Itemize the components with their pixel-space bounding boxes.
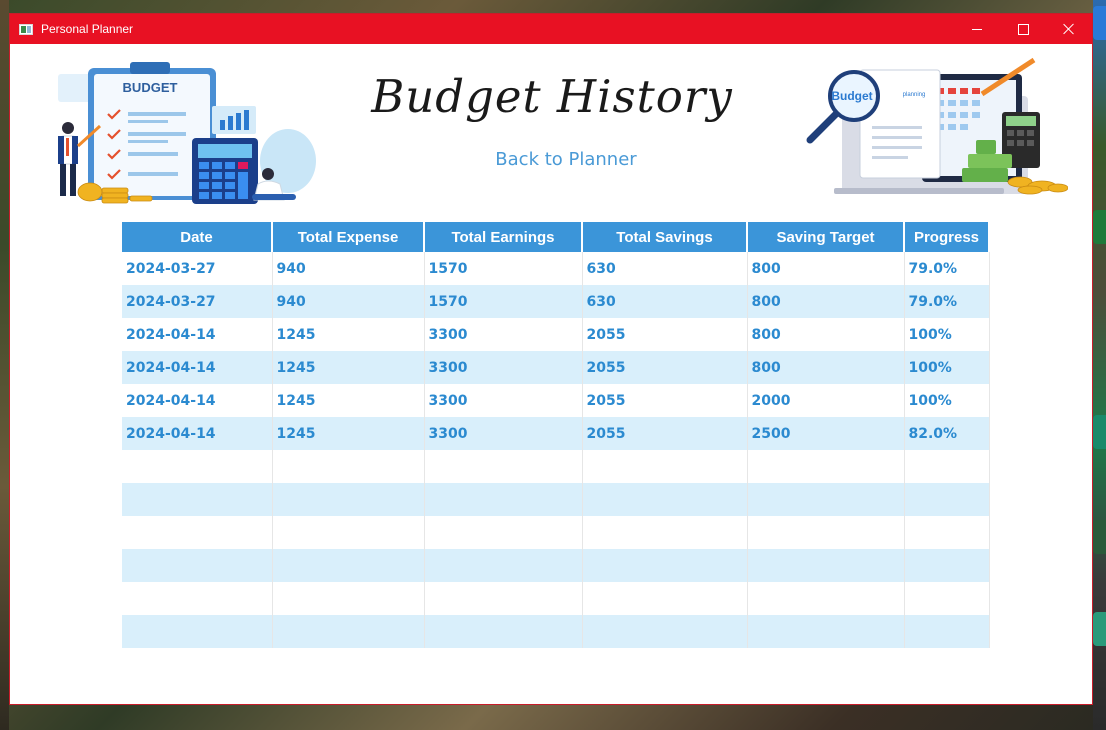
back-to-planner-link[interactable]: Back to Planner xyxy=(495,149,637,170)
cell-total-savings: 2055 xyxy=(582,351,748,384)
column-header-saving-target[interactable]: Saving Target xyxy=(747,222,905,252)
close-button[interactable] xyxy=(1046,14,1092,44)
cell-total-expense: 1245 xyxy=(272,351,425,384)
column-header-date[interactable]: Date xyxy=(122,222,273,252)
column-header-total-earnings[interactable]: Total Earnings xyxy=(424,222,583,252)
cell-total-earnings: 3300 xyxy=(424,351,583,384)
window-title: Personal Planner xyxy=(41,22,134,36)
cell-total-savings: 2055 xyxy=(582,384,748,417)
cell-date: 2024-03-27 xyxy=(122,252,273,285)
cell-saving-target: 2000 xyxy=(747,384,905,417)
page-title: Budget History xyxy=(371,70,733,123)
cell-saving-target: 2500 xyxy=(747,417,905,450)
empty-table-row xyxy=(122,483,990,516)
app-window: Personal Planner BUDGET xyxy=(9,13,1093,705)
cell-progress: 82.0% xyxy=(904,417,990,450)
table-row[interactable]: 2024-04-14 1245 3300 2055 2000 100% xyxy=(122,384,990,417)
table-row[interactable]: 2024-03-27 940 1570 630 800 79.0% xyxy=(122,285,990,318)
table-row[interactable]: 2024-04-14 1245 3300 2055 800 100% xyxy=(122,351,990,384)
cell-progress: 100% xyxy=(904,351,990,384)
cell-saving-target: 800 xyxy=(747,351,905,384)
close-icon xyxy=(1063,23,1075,35)
cell-total-expense: 1245 xyxy=(272,417,425,450)
cell-date: 2024-04-14 xyxy=(122,351,273,384)
budget-planning-illustration: Budget planning xyxy=(806,57,1068,195)
maximize-icon xyxy=(1017,23,1029,35)
empty-table-row xyxy=(122,516,990,549)
cell-total-expense: 1245 xyxy=(272,384,425,417)
svg-text:Budget: Budget xyxy=(831,89,872,103)
minimize-icon xyxy=(972,28,982,30)
desktop-icon[interactable] xyxy=(1093,520,1106,554)
cell-progress: 79.0% xyxy=(904,252,990,285)
cell-total-earnings: 3300 xyxy=(424,417,583,450)
budget-history-table: Date Total Expense Total Earnings Total … xyxy=(122,222,990,659)
cell-total-earnings: 3300 xyxy=(424,318,583,351)
cell-progress: 79.0% xyxy=(904,285,990,318)
cell-total-savings: 2055 xyxy=(582,417,748,450)
table-row[interactable]: 2024-03-27 940 1570 630 800 79.0% xyxy=(122,252,990,285)
svg-text:planning: planning xyxy=(903,92,926,98)
desktop-background-right xyxy=(1093,0,1106,730)
app-icon xyxy=(19,23,33,35)
empty-table-row xyxy=(122,582,990,615)
cell-total-expense: 940 xyxy=(272,285,425,318)
cell-saving-target: 800 xyxy=(747,285,905,318)
cell-date: 2024-04-14 xyxy=(122,417,273,450)
cell-date: 2024-03-27 xyxy=(122,285,273,318)
table-header-row: Date Total Expense Total Earnings Total … xyxy=(122,222,990,252)
cell-total-savings: 2055 xyxy=(582,318,748,351)
cell-total-expense: 940 xyxy=(272,252,425,285)
cell-date: 2024-04-14 xyxy=(122,384,273,417)
cell-saving-target: 800 xyxy=(747,252,905,285)
desktop-icon[interactable] xyxy=(1093,210,1106,244)
cell-progress: 100% xyxy=(904,318,990,351)
minimize-button[interactable] xyxy=(954,14,1000,44)
history-grid: Date Total Expense Total Earnings Total … xyxy=(122,222,990,648)
cell-date: 2024-04-14 xyxy=(122,318,273,351)
table-row[interactable]: 2024-04-14 1245 3300 2055 800 100% xyxy=(122,318,990,351)
desktop-background-left xyxy=(0,0,9,730)
empty-table-row xyxy=(122,615,990,648)
svg-text:BUDGET: BUDGET xyxy=(123,80,178,95)
desktop-icon[interactable] xyxy=(1093,415,1106,449)
cell-saving-target: 800 xyxy=(747,318,905,351)
cell-total-expense: 1245 xyxy=(272,318,425,351)
cell-total-savings: 630 xyxy=(582,285,748,318)
table-row[interactable]: 2024-04-14 1245 3300 2055 2500 82.0% xyxy=(122,417,990,450)
budget-clipboard-illustration: BUDGET xyxy=(58,62,316,204)
column-header-progress[interactable]: Progress xyxy=(904,222,990,252)
window-controls xyxy=(954,14,1092,44)
cell-total-earnings: 1570 xyxy=(424,252,583,285)
page-header: BUDGET xyxy=(10,44,1092,222)
cell-progress: 100% xyxy=(904,384,990,417)
empty-table-row xyxy=(122,450,990,483)
desktop-icon[interactable] xyxy=(1093,612,1106,646)
cell-total-earnings: 1570 xyxy=(424,285,583,318)
column-header-total-expense[interactable]: Total Expense xyxy=(272,222,425,252)
cell-total-savings: 630 xyxy=(582,252,748,285)
maximize-button[interactable] xyxy=(1000,14,1046,44)
column-header-total-savings[interactable]: Total Savings xyxy=(582,222,748,252)
empty-table-row xyxy=(122,549,990,582)
title-bar[interactable]: Personal Planner xyxy=(10,14,1092,44)
cell-total-earnings: 3300 xyxy=(424,384,583,417)
desktop-icon[interactable] xyxy=(1093,6,1106,40)
